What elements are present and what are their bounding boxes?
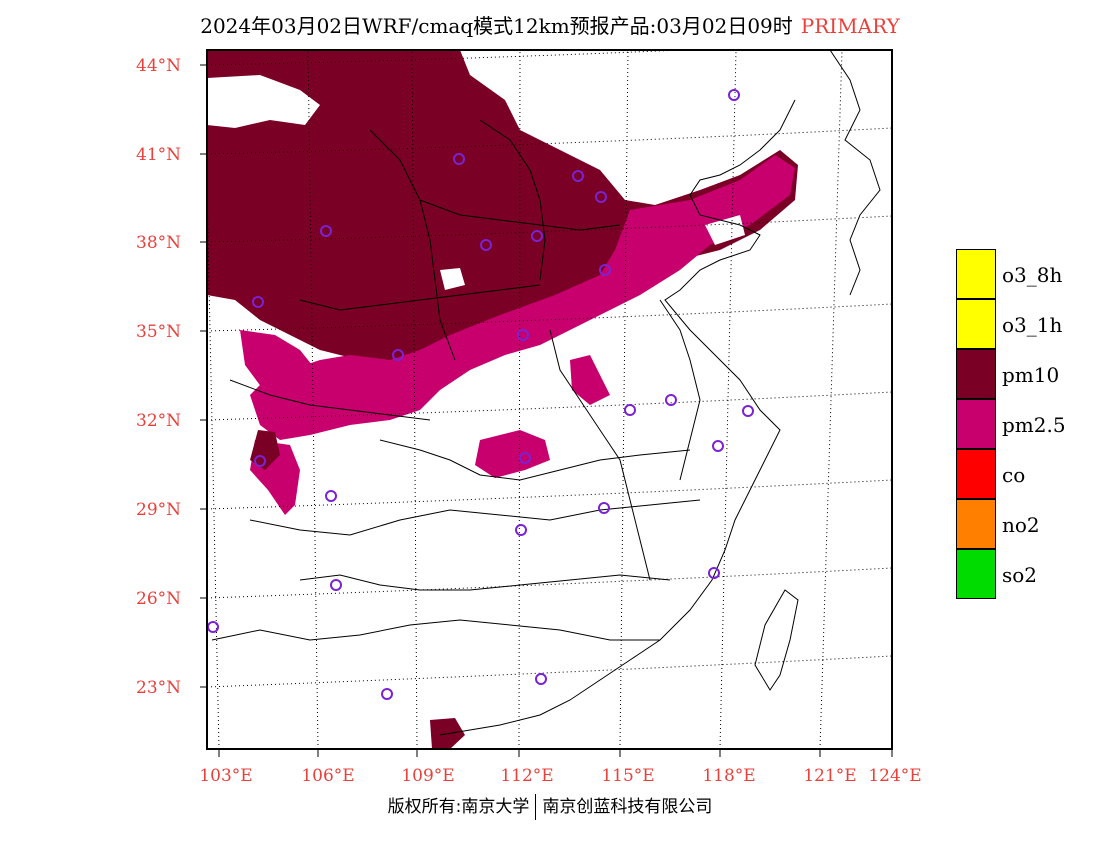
pm25-patch-central [475,430,550,478]
lat-label: 35°N [136,322,182,342]
copyright-footer: 版权所有:南京大学 南京创蓝科技有限公司 [0,792,1100,820]
legend-label: no2 [1002,513,1040,537]
legend-swatch [956,349,996,399]
legend-swatch [956,399,996,449]
station-marker [480,239,492,251]
legend-swatch [956,299,996,349]
legend-label: pm2.5 [1002,413,1066,437]
legend-label: so2 [1002,563,1038,587]
legend-label: o3_8h [1002,263,1063,287]
lat-label: 29°N [136,500,182,520]
pm25-patch-east [570,355,610,405]
legend-swatch [956,499,996,549]
station-marker [381,688,393,700]
legend-swatch [956,249,996,299]
lon-label: 103°E [199,766,253,786]
copyright-right: 南京创蓝科技有限公司 [542,797,713,817]
lon-label: 124°E [868,766,922,786]
station-marker [207,621,219,633]
pm10-patch-sw [250,430,280,470]
map-frame [206,49,893,750]
station-marker [708,567,720,579]
station-marker [517,329,529,341]
station-marker [330,579,342,591]
map-title: 2024年03月02日WRF/cmaq模式12km预报产品:03月02日09时 P… [0,10,1100,39]
boundaries [211,50,881,736]
station-marker [598,502,610,514]
pm10-region [207,50,798,365]
lat-label: 32°N [136,411,182,431]
axis-ticks [200,64,893,757]
station-marker [742,405,754,417]
station-markers [207,89,754,700]
map-content [207,50,892,749]
station-marker [519,452,531,464]
lon-label: 112°E [500,766,554,786]
station-marker [599,264,611,276]
lon-label: 118°E [702,766,756,786]
station-marker [535,673,547,685]
legend-swatch [956,549,996,599]
copyright-left: 版权所有:南京大学 [387,797,530,817]
graticule [207,50,892,749]
lat-label: 44°N [136,56,182,76]
station-marker [515,524,527,536]
footer-separator [535,794,537,820]
clear-gap-north [207,75,320,128]
station-marker [712,440,724,452]
station-marker [572,170,584,182]
station-marker [392,349,404,361]
station-marker [665,394,677,406]
lon-label: 106°E [301,766,355,786]
pm25-region [250,155,795,440]
station-marker [254,455,266,467]
station-marker [531,230,543,242]
lat-label: 23°N [136,678,182,698]
station-marker [624,404,636,416]
lon-label: 109°E [401,766,455,786]
lat-label: 41°N [136,145,182,165]
station-marker [252,296,264,308]
station-marker [595,191,607,203]
primary-tag: PRIMARY [800,14,900,38]
station-marker [728,89,740,101]
legend-label: co [1002,463,1026,487]
station-marker [320,225,332,237]
lat-label: 26°N [136,589,182,609]
legend-label: o3_1h [1002,313,1063,337]
lon-label: 121°E [803,766,857,786]
pm25-region-sw [240,330,320,400]
legend-swatch [956,449,996,499]
clear-gap-east [705,215,745,245]
lon-label: 115°E [601,766,655,786]
title-text: 2024年03月02日WRF/cmaq模式12km预报产品:03月02日09时 [200,14,793,38]
clear-gap-center [440,268,465,290]
lat-label: 38°N [136,233,182,253]
station-marker [453,153,465,165]
legend-label: pm10 [1002,363,1060,387]
station-marker [325,490,337,502]
